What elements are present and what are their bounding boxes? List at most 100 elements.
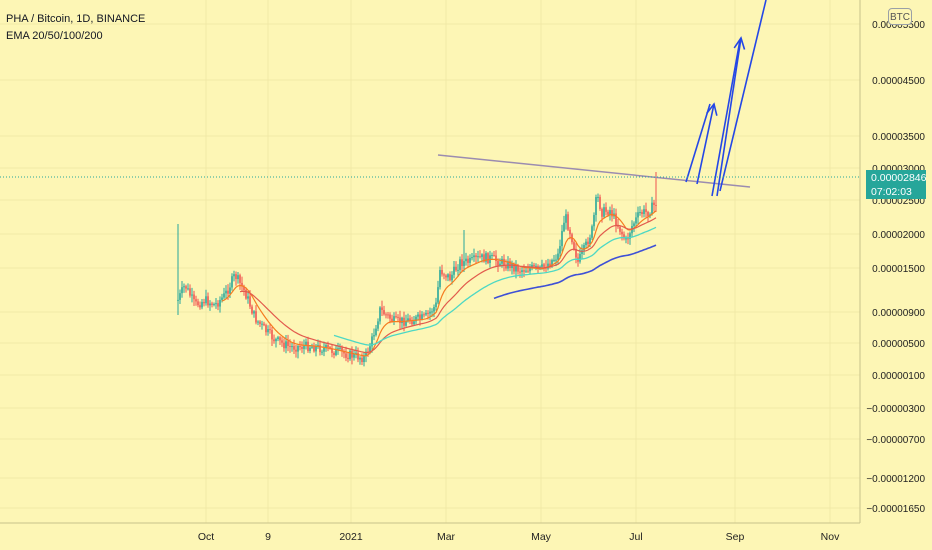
candle-body <box>499 263 501 266</box>
candle-body <box>293 346 295 350</box>
candle-body <box>525 270 527 272</box>
currency-badge[interactable]: BTC <box>888 8 912 25</box>
candle-body <box>361 357 363 363</box>
candle-body <box>303 345 305 349</box>
candle-body <box>621 231 623 235</box>
candle-body <box>349 350 351 359</box>
candle-body <box>615 213 617 226</box>
candle-body <box>179 293 181 300</box>
candle-body <box>533 264 535 267</box>
candle-body <box>191 294 193 296</box>
candle-body <box>319 344 321 353</box>
x-tick-label: 9 <box>265 531 271 543</box>
candle-body <box>647 211 649 217</box>
candle-body <box>563 222 565 232</box>
candle-body <box>535 265 537 267</box>
candle-body <box>413 321 415 325</box>
candle-body <box>569 229 571 235</box>
candle-body <box>603 207 605 217</box>
ema-20-line <box>221 210 657 357</box>
candle-body <box>601 208 603 217</box>
candle-body <box>183 286 185 288</box>
candle-body <box>185 286 187 289</box>
candle-body <box>559 246 561 254</box>
candle-body <box>315 346 317 352</box>
candle-body <box>327 345 329 348</box>
candle-body <box>637 212 639 218</box>
candle-body <box>235 274 237 280</box>
price-axis[interactable]: 0.00005500 0.00004500 0.00003500 0.00003000… <box>866 20 925 515</box>
candle-body <box>435 302 437 308</box>
candle-body <box>491 254 493 256</box>
indicator-label[interactable]: EMA 20/50/100/200 <box>6 30 103 42</box>
candle-body <box>271 330 273 340</box>
candle-body <box>211 303 213 306</box>
time-axis[interactable]: Oct 9 2021 Mar May Jul Sep Nov <box>198 531 840 543</box>
candle-body <box>609 210 611 215</box>
last-price-tag: 0.00002846 07:02:03 <box>866 170 926 199</box>
candle-body <box>299 346 301 348</box>
candles <box>177 172 657 367</box>
candle-body <box>635 217 637 224</box>
candle-body <box>479 256 481 258</box>
candle-body <box>591 226 593 238</box>
candle-body <box>363 356 365 363</box>
x-tick-label: Jul <box>629 531 642 543</box>
ema-lines <box>221 210 657 357</box>
candle-body <box>269 329 271 331</box>
candle-body <box>307 341 309 352</box>
candle-body <box>457 269 459 271</box>
candle-body <box>439 269 441 288</box>
candle-body <box>375 328 377 336</box>
x-tick-label: Sep <box>726 531 745 543</box>
candle-body <box>605 207 607 212</box>
candle-body <box>391 318 393 322</box>
candle-body <box>473 255 475 258</box>
candle-body <box>231 276 233 288</box>
candle-body <box>427 312 429 314</box>
candle-body <box>487 253 489 263</box>
candle-body <box>193 294 195 300</box>
y-tick-label: 0.00003500 <box>872 132 925 143</box>
y-tick-label: 0.00001500 <box>872 264 925 275</box>
y-tick-label: −0.00000700 <box>866 435 925 446</box>
candle-body <box>359 357 361 360</box>
candle-body <box>433 307 435 312</box>
projection-arrow-right-head <box>733 36 746 50</box>
candle-body <box>383 310 385 315</box>
candle-body <box>503 258 505 266</box>
candle-body <box>213 304 215 306</box>
candle-body <box>389 314 391 319</box>
y-tick-label: 0.00000900 <box>872 308 925 319</box>
candle-body <box>455 266 457 271</box>
candle-body <box>207 296 209 306</box>
candle-body <box>565 214 567 223</box>
candle-body <box>249 296 251 307</box>
candle-body <box>357 352 359 360</box>
candle-body <box>485 253 487 262</box>
candle-body <box>301 347 303 349</box>
candle-body <box>579 253 581 262</box>
candle-body <box>287 341 289 347</box>
candle-body <box>595 197 597 215</box>
candle-body <box>497 261 499 266</box>
symbol-title[interactable]: PHA / Bitcoin, 1D, BINANCE <box>6 13 146 25</box>
candle-body <box>241 282 243 287</box>
candle-body <box>317 344 319 347</box>
candle-body <box>253 311 255 314</box>
candle-body <box>495 255 497 262</box>
candle-body <box>505 265 507 269</box>
candle-body <box>421 314 423 319</box>
candle-body <box>239 275 241 283</box>
candle-body <box>521 270 523 273</box>
candle-body <box>627 238 629 240</box>
candle-body <box>341 347 343 352</box>
candle-body <box>261 323 263 325</box>
candle-body <box>527 270 529 272</box>
candle-body <box>557 253 559 260</box>
candle-body <box>209 303 211 306</box>
candle-body <box>229 287 231 294</box>
candle-body <box>543 264 545 267</box>
candle-body <box>463 261 465 267</box>
